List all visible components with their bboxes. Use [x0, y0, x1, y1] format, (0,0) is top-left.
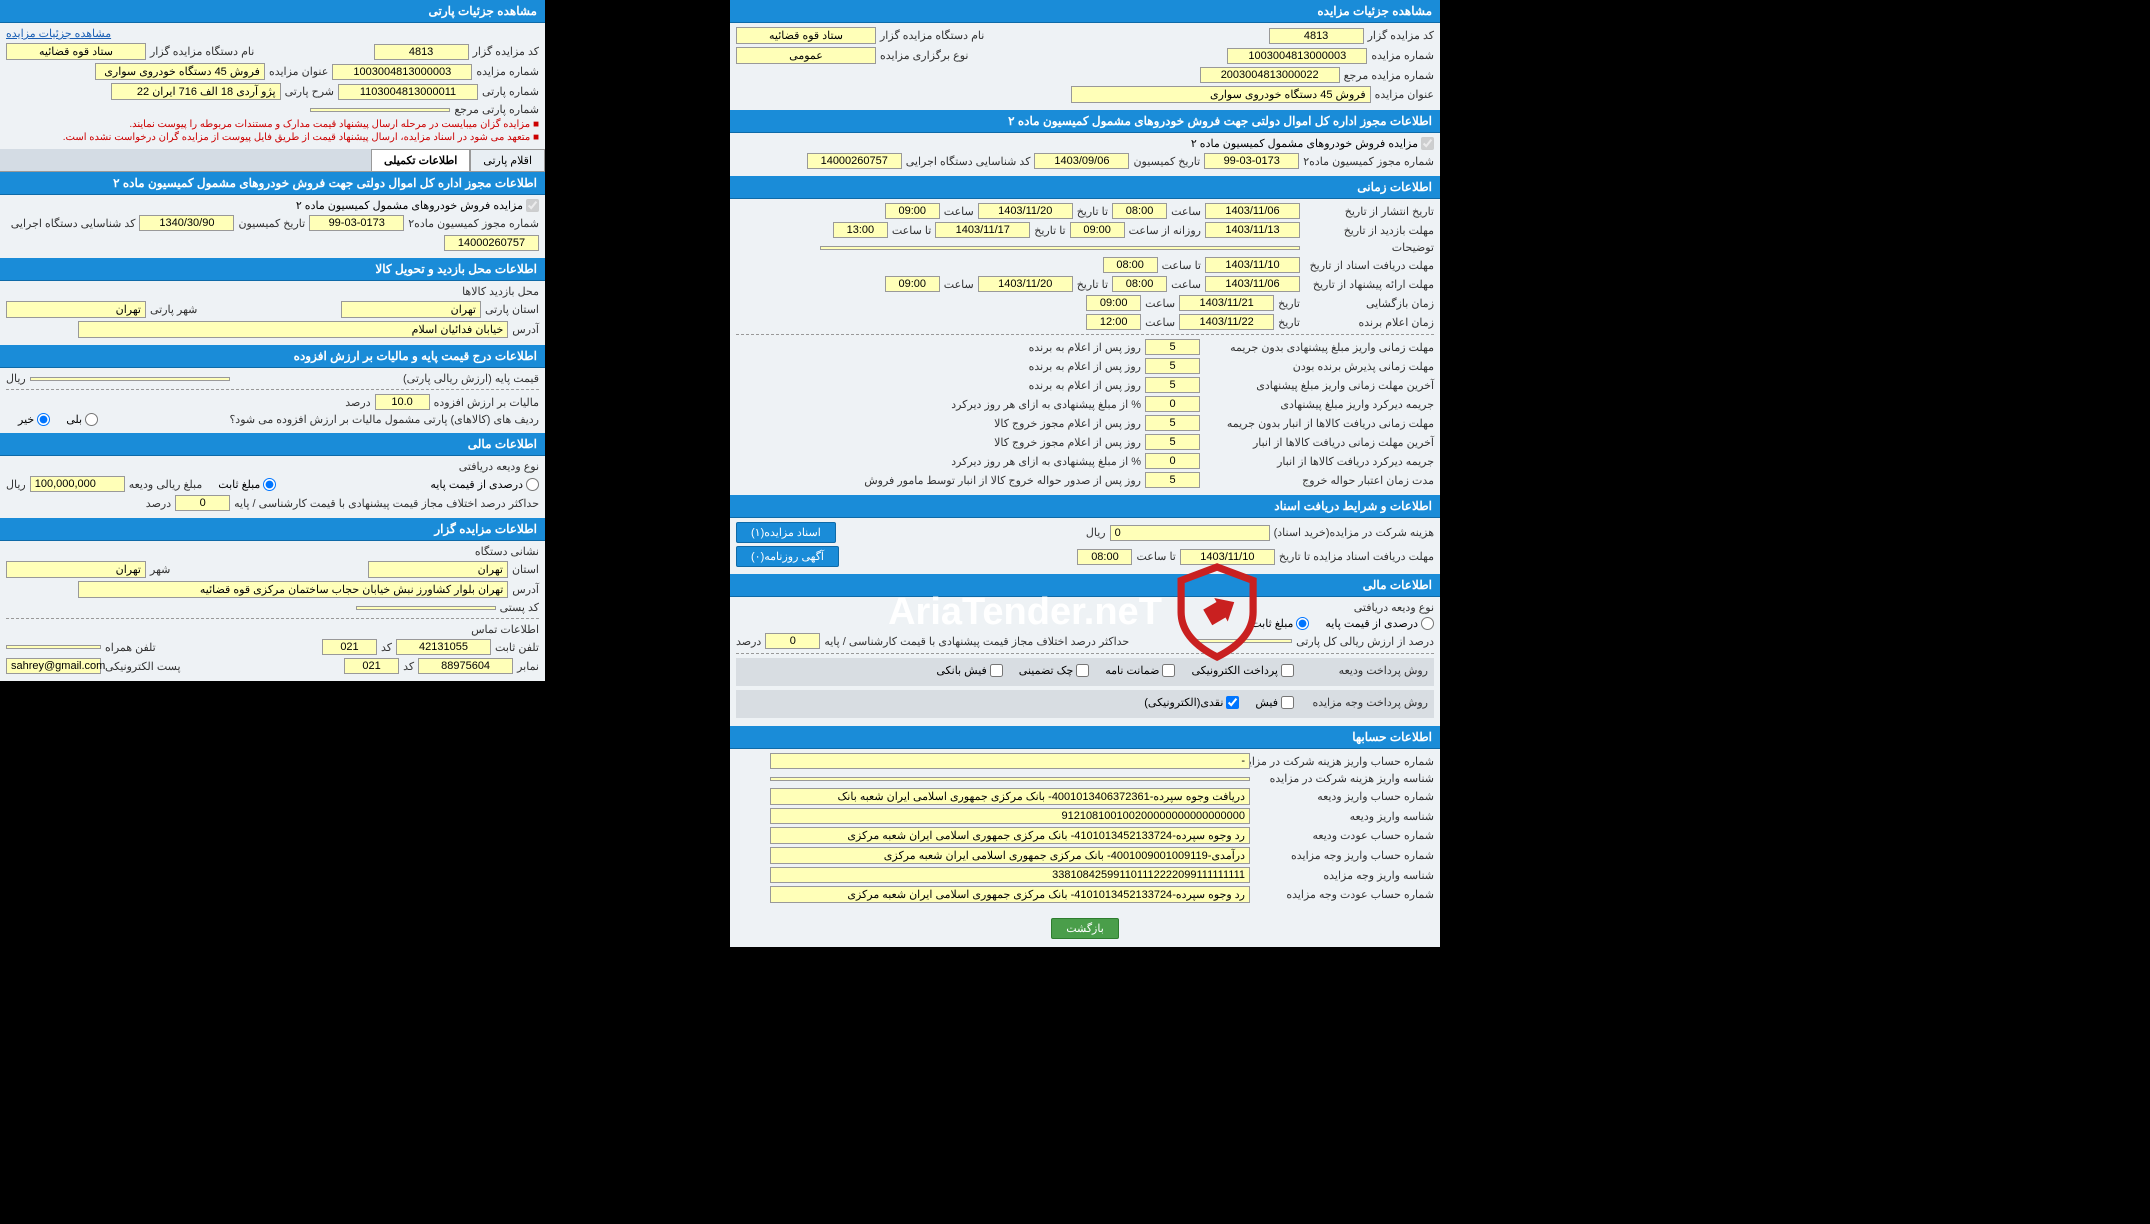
field-ref-no: 2003004813000022: [1200, 67, 1340, 83]
section-header-party: مشاهده جزئیات پارتی: [0, 0, 545, 23]
view-auction-link[interactable]: مشاهده جزئیات مزایده: [6, 27, 111, 40]
tab-additional[interactable]: اطلاعات تکمیلی: [371, 149, 470, 171]
note: ■ متعهد می شود در اسناد مزایده، ارسال پی…: [6, 132, 539, 143]
newspaper-button[interactable]: آگهی روزنامه(۰): [736, 546, 839, 567]
back-button[interactable]: بازگشت: [1051, 918, 1119, 939]
logo-text: AriaTender.neT: [888, 591, 1162, 634]
docs-button[interactable]: اسناد مزایده(۱): [736, 522, 836, 543]
section-header-timing: اطلاعات زمانی: [730, 176, 1440, 199]
tab-bar: اقلام پارتی اطلاعات تکمیلی: [0, 149, 545, 172]
field-auction-type: عمومی: [736, 47, 876, 64]
radio-percent[interactable]: درصدی از قیمت پایه: [1325, 617, 1434, 630]
watermark-logo: AriaTender.neT: [888, 562, 1262, 662]
label: شماره مزایده: [1371, 49, 1434, 62]
field-auction-no: 1003004813000003: [1227, 48, 1367, 64]
field: 14000260757: [807, 153, 902, 169]
section-header-permit2: اطلاعات مجوز اداره کل اموال دولتی جهت فر…: [0, 172, 545, 195]
shield-icon: [1172, 562, 1262, 662]
note: ■ مزایده گزان میبایست در مرحله ارسال پیش…: [6, 119, 539, 130]
section-header-permit: اطلاعات مجوز اداره کل اموال دولتی جهت فر…: [730, 110, 1440, 133]
party-details-panel: مشاهده جزئیات پارتی مشاهده جزئیات مزایده…: [0, 0, 545, 681]
section-header-financial2: اطلاعات مالی: [0, 433, 545, 456]
label: شماره مجوز کمیسیون ماده۲: [1303, 155, 1434, 168]
section-header-docs: اطلاعات و شرایط دریافت اسناد: [730, 495, 1440, 518]
check-commission: مزایده فروش خودروهای مشمول کمیسیون ماده …: [1191, 137, 1434, 150]
label: عنوان مزایده: [1375, 88, 1434, 101]
section-header-accounts: اطلاعات حسابها: [730, 726, 1440, 749]
field-org-name: ستاد قوه قضائیه: [736, 27, 876, 44]
section-header-auction-details: مشاهده جزئیات مزایده: [730, 0, 1440, 23]
section-header-price: اطلاعات درج قیمت پایه و مالیات بر ارزش ا…: [0, 345, 545, 368]
section-header-auctioneer: اطلاعات مزایده گزار: [0, 518, 545, 541]
auction-details-panel: مشاهده جزئیات مزایده کد مزایده گزار 4813…: [730, 0, 1440, 947]
label: کد مزایده گزار: [1368, 29, 1434, 42]
label: شماره مزایده مرجع: [1344, 69, 1434, 82]
label: نوع برگزاری مزایده: [880, 49, 968, 62]
label: کد شناسایی دستگاه اجرایی: [906, 155, 1031, 168]
tab-items[interactable]: اقلام پارتی: [470, 149, 545, 171]
field-title: فروش 45 دستگاه خودروی سواری: [1071, 86, 1371, 103]
label: نام دستگاه مزایده گزار: [880, 29, 984, 42]
field: 1403/09/06: [1034, 153, 1129, 169]
label: تاریخ کمیسیون: [1133, 155, 1200, 168]
field-auction-code: 4813: [1269, 28, 1364, 44]
field: 99-03-0173: [1204, 153, 1299, 169]
section-header-visit: اطلاعات محل بازدید و تحویل کالا: [0, 258, 545, 281]
